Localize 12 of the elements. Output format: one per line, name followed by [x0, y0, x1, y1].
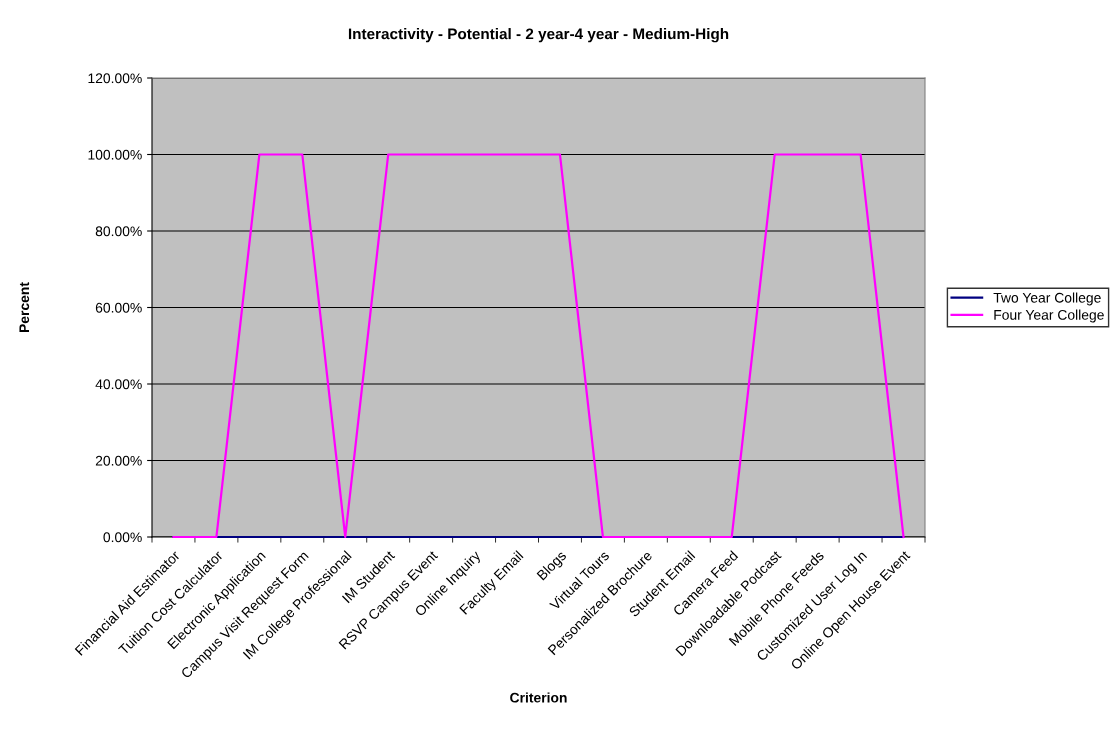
chart-title: Interactivity - Potential - 2 year-4 year - Medium-High	[348, 28, 729, 43]
y-tick-label: 0.00%	[103, 532, 142, 543]
y-tick-label: 100.00%	[88, 149, 142, 160]
legend-label: Four Year College	[994, 309, 1104, 323]
y-tick-label: 60.00%	[95, 302, 142, 313]
y-tick-label: 20.00%	[95, 455, 142, 466]
legend-label: Two Year College	[993, 292, 1101, 306]
y-tick-label: 120.00%	[88, 73, 142, 84]
y-tick-label: 40.00%	[95, 379, 142, 390]
x-axis-title: Criterion	[510, 692, 567, 703]
y-axis-title: Percent	[19, 282, 30, 333]
y-tick-label: 80.00%	[95, 226, 142, 237]
